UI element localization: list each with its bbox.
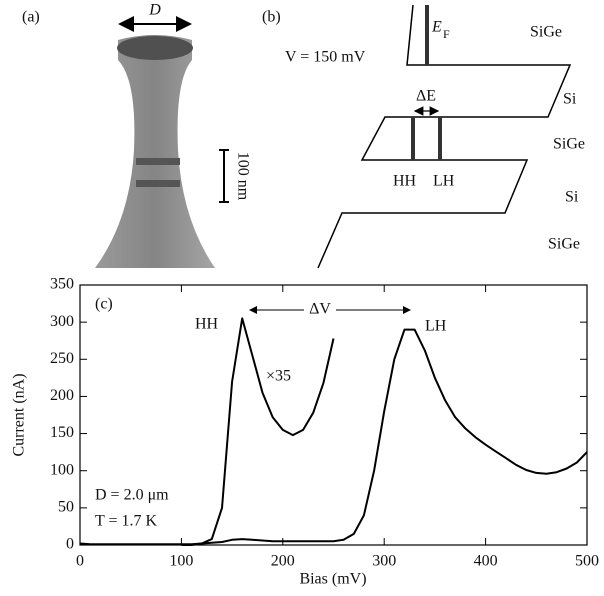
- y-axis-label: Current (nA): [11, 373, 28, 456]
- layer-band: [136, 180, 180, 187]
- bias-label: V = 150 mV: [285, 49, 366, 66]
- data-line: [181, 318, 333, 545]
- layer-band: [136, 158, 180, 165]
- pillar-cap: [117, 36, 193, 60]
- scale-bar: [219, 150, 229, 202]
- panel-a: (a) D 100 nm: [22, 2, 251, 268]
- panel-b: (b) ΔE E F V = 150 mV SiGe Si SiGe Si Si…: [262, 5, 585, 268]
- x-tick-label: 400: [474, 553, 498, 570]
- lh-label: LH: [433, 173, 455, 190]
- plot-frame: [80, 285, 587, 545]
- layer-label: SiGe: [553, 136, 585, 153]
- annotation: HH: [195, 316, 219, 333]
- annotation: T = 1.7 K: [95, 513, 158, 530]
- annotation: LH: [425, 318, 447, 335]
- panel-c: (c) Bias (mV) Current (nA) 0 50 100 150 200 2…: [11, 276, 599, 588]
- y-tick-label: 100: [50, 461, 74, 478]
- x-tick-label: 0: [76, 553, 84, 570]
- annotation: D = 2.0 μm: [95, 487, 169, 504]
- y-tick-label: 0: [66, 536, 74, 553]
- y-tick-label: 350: [50, 276, 74, 293]
- y-tick-label: 200: [50, 387, 74, 404]
- y-tick-label: 300: [50, 313, 74, 330]
- x-tick-label: 500: [575, 553, 599, 570]
- band-edge: [318, 5, 570, 268]
- layer-label: SiGe: [530, 24, 562, 41]
- scale-label: 100 nm: [234, 152, 251, 201]
- fermi-sub: F: [443, 27, 450, 41]
- panel-label: (c): [95, 296, 113, 313]
- y-tick-label: 250: [50, 350, 74, 367]
- layer-label: Si: [565, 189, 579, 206]
- x-tick-label: 300: [372, 553, 396, 570]
- figure: (a) D 100 nm (b) ΔE E F V = 150 mV SiGe …: [0, 0, 604, 596]
- x-tick-label: 100: [169, 553, 193, 570]
- splitting-label: ΔE: [416, 88, 436, 105]
- x-axis-label: Bias (mV): [299, 571, 366, 588]
- y-tick-label: 150: [50, 424, 74, 441]
- annotation: ×35: [266, 368, 291, 385]
- panel-label: (a): [22, 9, 40, 26]
- annotation: ΔV: [309, 301, 331, 318]
- fermi-label: E: [431, 19, 442, 36]
- width-label: D: [148, 2, 161, 19]
- layer-label: SiGe: [548, 236, 580, 253]
- panel-label: (b): [262, 9, 281, 26]
- pillar-image: [95, 35, 215, 268]
- x-tick-label: 200: [271, 553, 295, 570]
- hh-label: HH: [393, 173, 417, 190]
- layer-label: Si: [563, 91, 577, 108]
- y-tick-label: 50: [58, 499, 74, 516]
